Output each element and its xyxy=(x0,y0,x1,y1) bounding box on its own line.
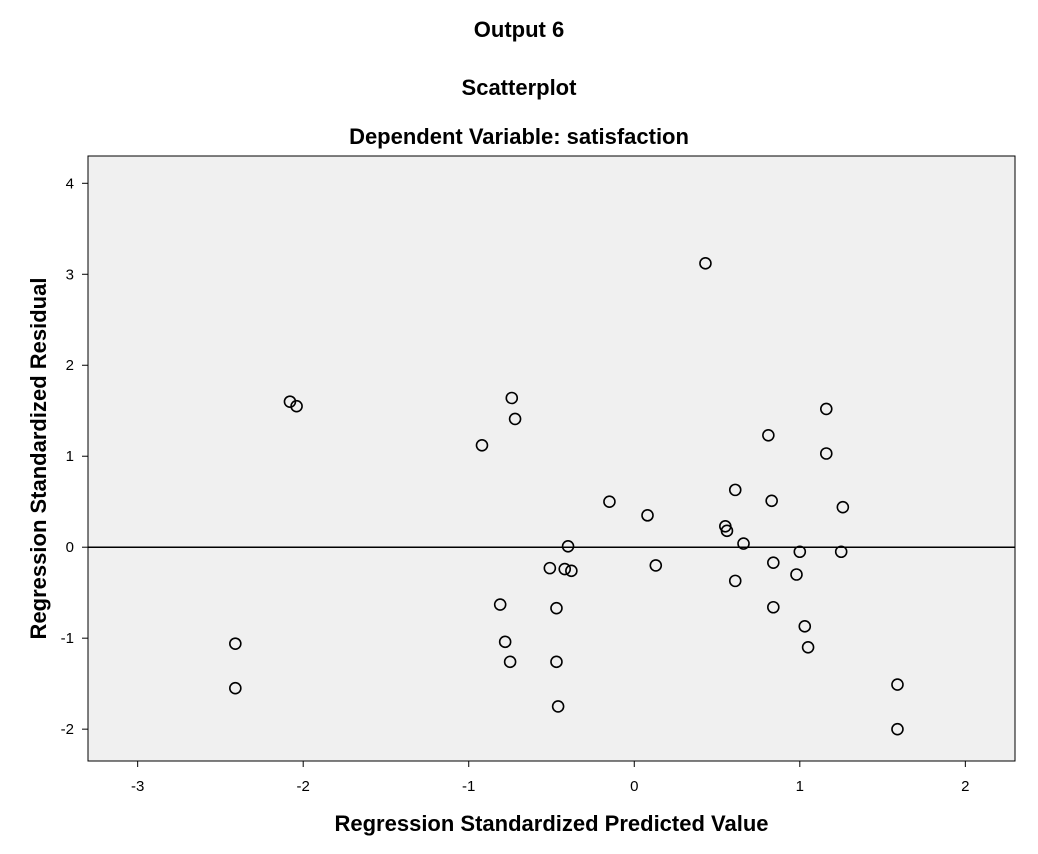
data-point xyxy=(543,561,557,575)
data-point xyxy=(283,395,297,408)
data-point xyxy=(229,637,242,650)
y-tick-label: 0 xyxy=(66,539,74,556)
data-point xyxy=(475,439,489,452)
chart-title: Scatterplot xyxy=(461,75,577,100)
x-tick-label: -3 xyxy=(131,778,144,795)
data-point xyxy=(505,391,519,405)
y-axis-ticks: -2 -1 0 1 2 3 4 xyxy=(61,175,88,738)
data-point xyxy=(649,559,663,572)
data-point xyxy=(765,494,778,508)
data-point xyxy=(641,509,654,522)
data-point xyxy=(767,600,780,614)
data-point xyxy=(728,483,742,497)
data-point xyxy=(728,574,742,588)
y-axis-title: Regression Standardized Residual xyxy=(26,278,51,640)
data-point xyxy=(793,545,807,559)
data-point xyxy=(565,564,578,578)
data-point xyxy=(798,620,812,633)
y-tick-label: -1 xyxy=(61,630,74,647)
data-point xyxy=(819,447,833,460)
data-point xyxy=(762,429,775,442)
data-point xyxy=(699,257,712,270)
data-point xyxy=(603,495,616,509)
data-point xyxy=(550,655,563,669)
data-point xyxy=(508,412,522,426)
data-point xyxy=(834,545,848,559)
data-point xyxy=(891,722,904,736)
data-point xyxy=(498,635,512,649)
data-point xyxy=(801,640,815,654)
data-point xyxy=(891,678,904,691)
data-point xyxy=(551,700,565,713)
data-point xyxy=(558,562,572,576)
data-point xyxy=(737,537,750,550)
data-point xyxy=(503,655,517,669)
x-axis-title: Regression Standardized Predicted Value xyxy=(334,811,768,836)
x-tick-label: -2 xyxy=(297,778,310,795)
y-tick-label: 4 xyxy=(66,175,74,192)
data-point xyxy=(790,568,803,581)
x-tick-label: 0 xyxy=(630,778,638,795)
output-title: Output 6 xyxy=(473,17,565,42)
data-point xyxy=(290,399,303,413)
y-tick-label: -2 xyxy=(61,721,74,738)
data-point xyxy=(229,681,242,695)
data-point xyxy=(720,524,734,538)
data-point xyxy=(819,402,833,416)
y-tick-label: 3 xyxy=(66,266,74,283)
y-tick-label: 1 xyxy=(66,448,74,465)
data-point xyxy=(561,539,575,553)
data-points xyxy=(229,257,904,736)
x-tick-label: 1 xyxy=(796,778,804,795)
x-axis-ticks: -3 -2 -1 0 1 2 xyxy=(131,761,970,795)
x-tick-label: -1 xyxy=(462,778,475,795)
data-point xyxy=(550,601,563,615)
data-point xyxy=(493,598,507,611)
data-point xyxy=(767,556,780,569)
y-tick-label: 2 xyxy=(66,357,74,374)
x-tick-label: 2 xyxy=(961,778,969,795)
data-point xyxy=(836,500,850,514)
plot-area xyxy=(87,155,1016,762)
chart-subtitle: Dependent Variable: satisfaction xyxy=(349,124,689,149)
